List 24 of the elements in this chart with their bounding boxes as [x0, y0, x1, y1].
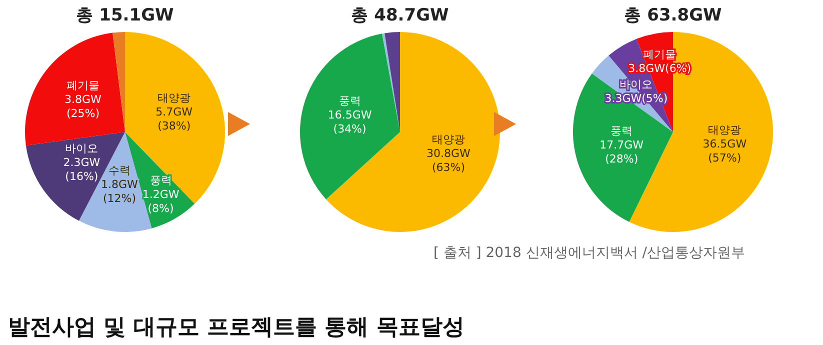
slice-label: 풍력 [610, 124, 633, 138]
text: 발전사업 및 대규모 프로젝트를 통해 목표달성 [8, 314, 464, 342]
chart-title: 총 48.7GW [351, 6, 450, 26]
slice-label: 풍력 [150, 174, 172, 187]
text: [ 출처 ] 2018 신재생에너지백서 /산업통상자원부 [433, 244, 745, 262]
slice-label: 폐기물 [66, 79, 100, 92]
slice-label: 태양광 [708, 123, 742, 136]
data-label: 5.7GW (38%) [156, 106, 193, 133]
data-label: 3.3GW(5%) [604, 92, 668, 105]
data-label: 16.5GW (34%) [328, 108, 372, 136]
slice-label: 태양광 [432, 132, 465, 146]
chart-title: 총 63.8GW [624, 6, 722, 26]
data-label: 2.3GW (16%) [63, 156, 100, 184]
data-label: 1.8GW (12%) [101, 178, 138, 206]
slice-label: 풍력 [338, 94, 361, 108]
chart-title: 총 15.1GW [76, 6, 174, 26]
slice-label: 수력 [108, 164, 130, 178]
data-label: 36.5GW (57%) [702, 137, 747, 164]
slice-label: 바이오 [65, 142, 98, 156]
data-label: 17.7GW (28%) [600, 138, 644, 166]
data-label: 3.8GW (25%) [64, 93, 102, 120]
data-label: 30.8GW (63%) [426, 146, 471, 174]
slice-label: 태양광 [158, 92, 191, 105]
data-label: 1.2GW (8%) [142, 188, 180, 215]
